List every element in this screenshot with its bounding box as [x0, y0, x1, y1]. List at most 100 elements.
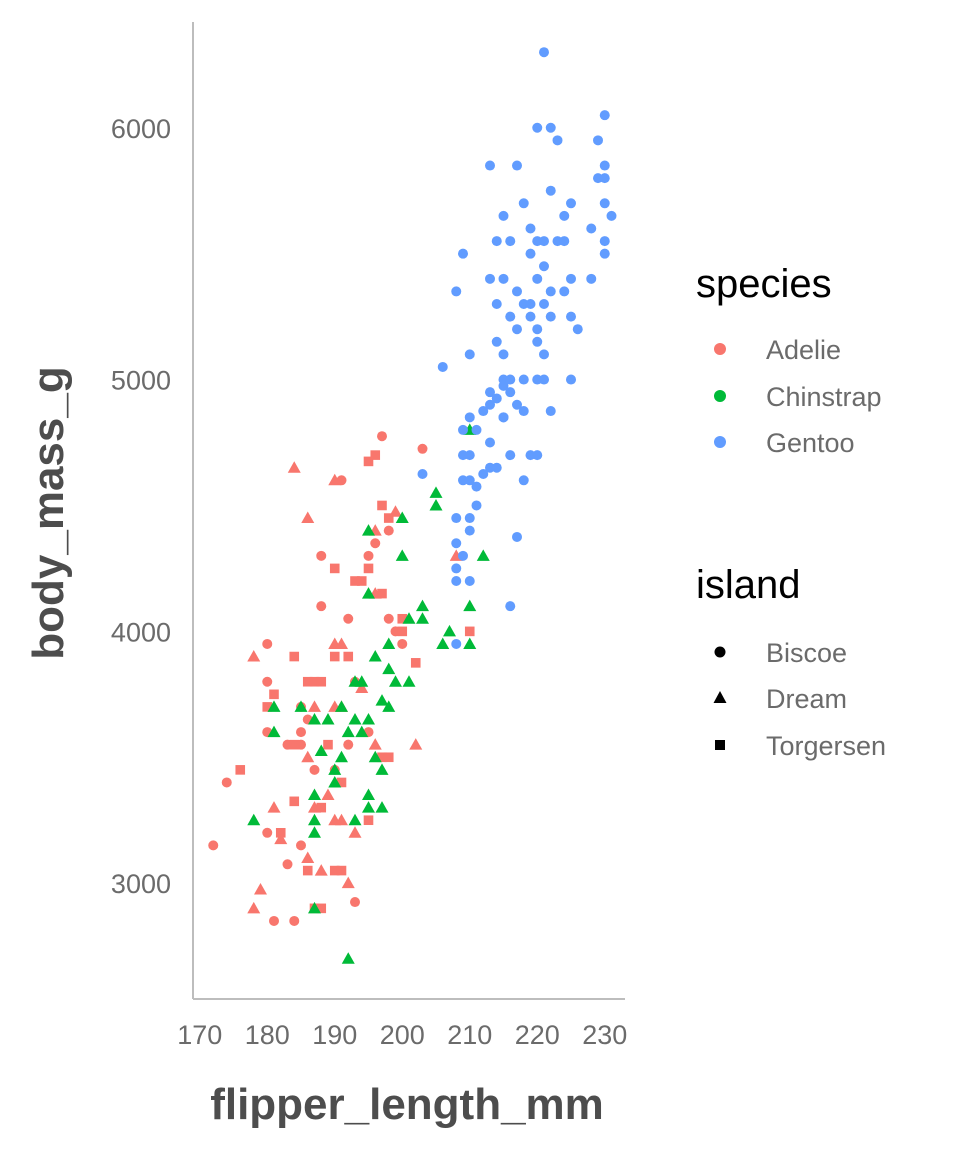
point-adelie — [301, 750, 315, 763]
point-gentoo — [532, 273, 543, 284]
legend-island: island Biscoe Dream Torgersen — [696, 563, 886, 761]
point-gentoo — [478, 406, 489, 417]
point-adelie — [302, 865, 313, 876]
point-adelie — [309, 764, 320, 775]
point-gentoo — [464, 349, 475, 360]
point-adelie — [289, 915, 300, 926]
point-gentoo — [478, 468, 489, 479]
point-gentoo — [559, 286, 570, 297]
point-chinstrap — [416, 612, 429, 624]
point-gentoo — [599, 248, 610, 259]
point-chinstrap — [348, 813, 362, 826]
legend-species-title: species — [696, 262, 832, 306]
point-adelie — [287, 461, 301, 473]
y-axis-title: body_mass_g — [24, 366, 73, 659]
point-adelie — [355, 681, 369, 694]
point-adelie — [397, 626, 408, 637]
point-gentoo — [464, 513, 475, 524]
y-tick-label: 5000 — [111, 366, 171, 396]
x-axis-title: flipper_length_mm — [210, 1080, 604, 1129]
point-adelie — [383, 513, 394, 523]
point-chinstrap — [382, 637, 396, 649]
y-tick-labels: 3000 4000 5000 6000 — [111, 114, 171, 899]
point-adelie — [341, 876, 355, 889]
point-adelie — [356, 576, 367, 586]
point-adelie — [254, 882, 267, 895]
point-adelie — [389, 505, 402, 517]
point-adelie — [410, 658, 421, 668]
point-gentoo — [498, 273, 509, 284]
point-gentoo — [539, 261, 549, 272]
point-adelie — [368, 738, 382, 750]
point-chinstrap — [341, 952, 355, 964]
point-gentoo — [599, 236, 610, 247]
point-adelie — [267, 801, 281, 813]
point-adelie — [350, 576, 360, 586]
x-tick-label: 190 — [312, 1020, 357, 1050]
point-adelie — [274, 832, 288, 845]
y-tick-label: 3000 — [111, 869, 171, 899]
point-gentoo — [451, 576, 462, 587]
point-gentoo — [599, 198, 610, 209]
point-adelie — [208, 840, 219, 851]
point-adelie — [316, 802, 327, 813]
point-gentoo — [505, 374, 516, 385]
point-adelie — [363, 550, 374, 561]
point-adelie — [343, 739, 354, 750]
point-chinstrap — [335, 750, 348, 763]
point-adelie — [377, 431, 387, 442]
point-gentoo — [451, 563, 462, 574]
point-adelie — [370, 538, 381, 549]
point-gentoo — [539, 47, 549, 58]
point-gentoo — [464, 525, 475, 536]
point-gentoo — [539, 374, 549, 385]
point-adelie — [301, 511, 315, 524]
x-tick-label: 230 — [582, 1020, 627, 1050]
legend-label-torgersen: Torgersen — [766, 731, 886, 761]
point-chinstrap — [429, 486, 443, 498]
point-chinstrap — [308, 813, 321, 826]
point-gentoo — [471, 500, 482, 511]
point-gentoo — [532, 450, 543, 461]
point-gentoo — [572, 324, 583, 335]
point-chinstrap — [375, 801, 389, 813]
legend-label-adelie: Adelie — [766, 335, 841, 365]
point-gentoo — [518, 374, 529, 385]
point-gentoo — [505, 387, 516, 398]
point-gentoo — [545, 122, 556, 133]
point-adelie — [235, 765, 246, 775]
point-adelie — [247, 650, 261, 662]
point-chinstrap — [308, 826, 321, 838]
point-gentoo — [485, 387, 495, 398]
point-gentoo — [512, 286, 522, 297]
point-chinstrap — [355, 675, 369, 687]
point-adelie — [289, 651, 300, 662]
legend-swatch-adelie — [714, 343, 726, 355]
point-adelie — [383, 752, 394, 763]
point-adelie — [336, 475, 347, 486]
point-chinstrap — [267, 725, 281, 738]
point-gentoo — [566, 198, 576, 209]
point-chinstrap — [267, 700, 281, 712]
point-chinstrap — [368, 650, 382, 662]
point-adelie — [316, 676, 327, 687]
point-adelie — [409, 738, 423, 750]
point-gentoo — [464, 475, 475, 486]
point-adelie — [296, 840, 306, 851]
point-chinstrap — [436, 637, 450, 649]
legend-label-biscoe: Biscoe — [766, 638, 847, 668]
point-gentoo — [417, 468, 428, 479]
point-adelie — [329, 651, 340, 662]
legend-swatch-torgersen — [715, 740, 725, 750]
legend-swatch-gentoo — [714, 436, 726, 448]
point-gentoo — [525, 248, 536, 259]
point-gentoo — [559, 236, 570, 247]
legend-swatch-chinstrap — [714, 390, 726, 402]
point-gentoo — [512, 531, 522, 542]
point-adelie — [308, 700, 321, 712]
point-chinstrap — [355, 725, 369, 738]
legend-island-title: island — [696, 563, 801, 607]
point-gentoo — [599, 173, 610, 184]
point-adelie — [321, 788, 335, 801]
point-gentoo — [464, 412, 475, 423]
